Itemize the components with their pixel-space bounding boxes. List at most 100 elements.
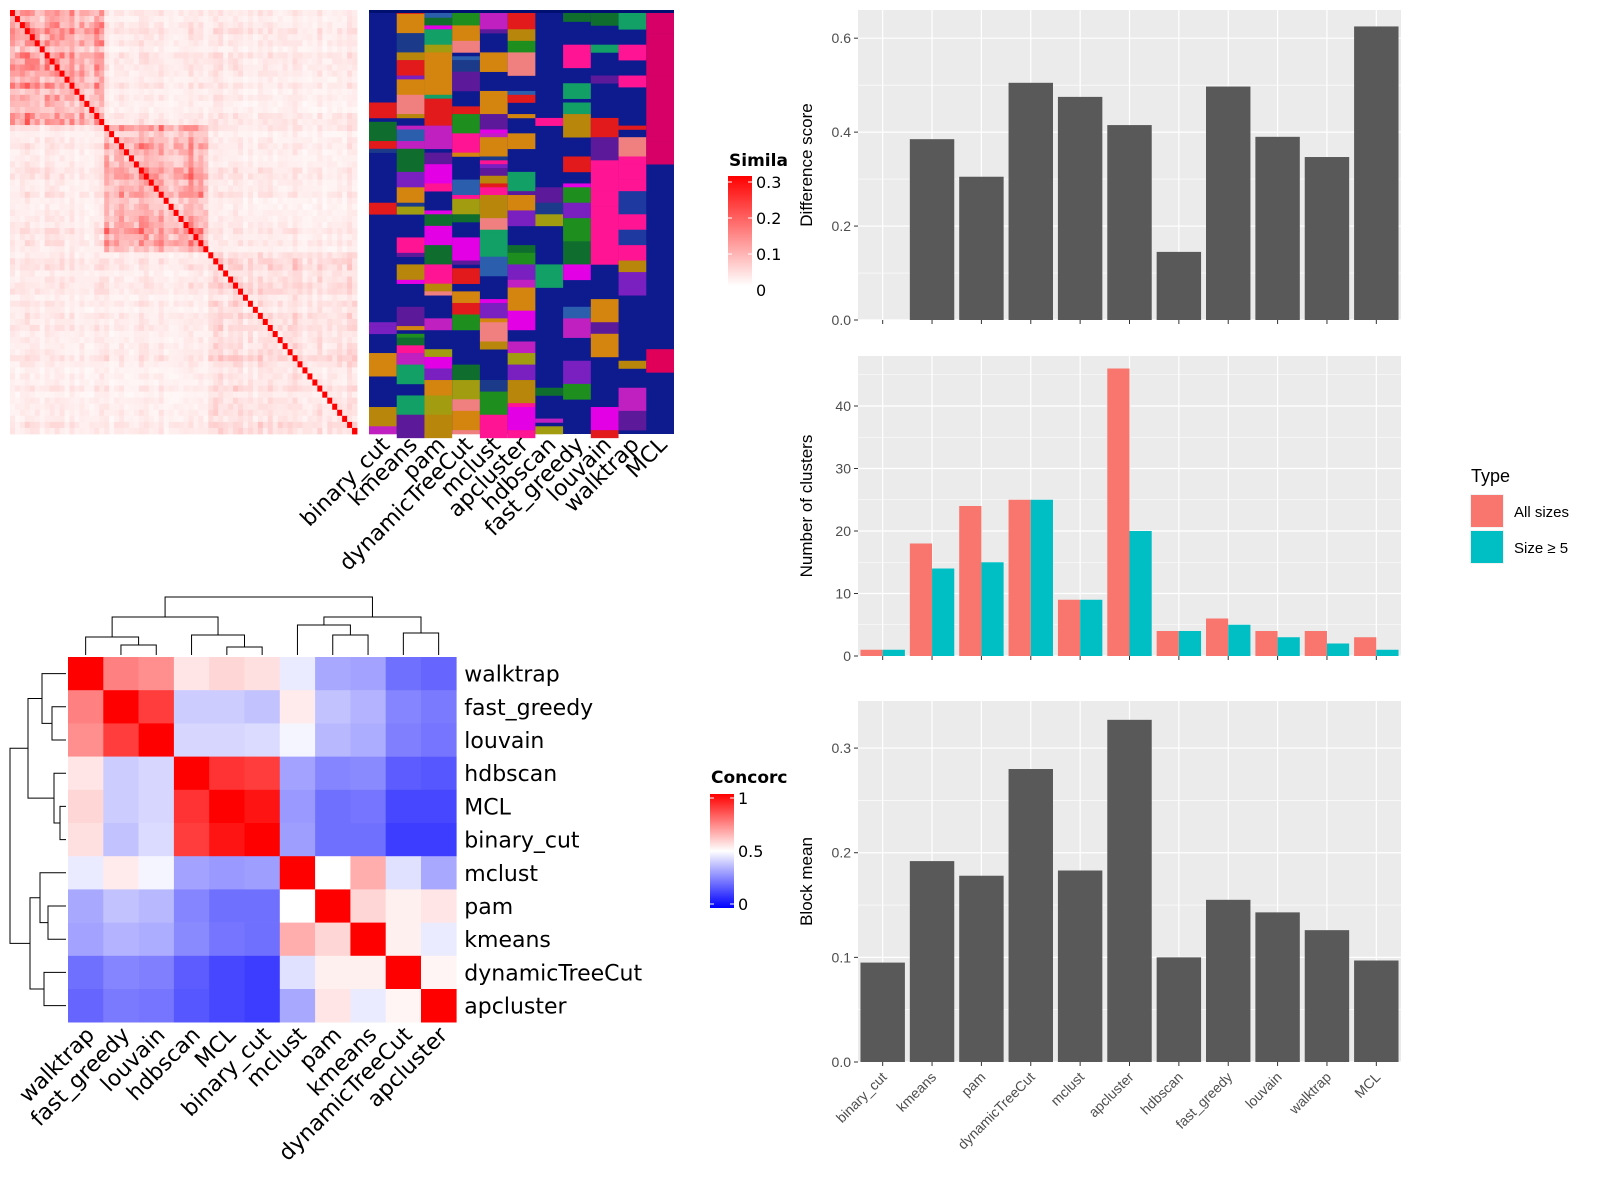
similarity-cell (104, 215, 110, 223)
cluster-cell (452, 314, 480, 331)
similarity-cell (109, 76, 115, 84)
similarity-cell (74, 300, 80, 308)
similarity-cell (54, 46, 60, 53)
similarity-cell (168, 361, 174, 368)
similarity-cell (74, 197, 80, 205)
similarity-cell (34, 324, 41, 332)
similarity-cell (69, 173, 75, 180)
similarity-cell (44, 125, 51, 132)
similarity-cell (104, 58, 110, 65)
similarity-cell (233, 312, 239, 320)
cluster-cell (424, 75, 453, 96)
similarity-cell (119, 209, 125, 217)
similarity-cell (312, 70, 318, 78)
similarity-cell (213, 46, 219, 53)
similarity-cell (44, 222, 51, 229)
cluster-cell (396, 171, 425, 188)
similarity-cell (203, 415, 209, 423)
similarity-cell (168, 228, 174, 235)
similarity-cell (94, 288, 100, 296)
similarity-cell (287, 34, 293, 41)
similarity-cell (148, 203, 155, 211)
similarity-cell (173, 161, 179, 168)
similarity-cell (218, 324, 224, 332)
similarity-cell (193, 10, 199, 17)
similarity-cell (332, 197, 338, 205)
similarity-cell (14, 355, 21, 362)
similarity-cell (10, 161, 16, 168)
similarity-cell (79, 240, 85, 247)
similarity-cell (109, 355, 115, 362)
similarity-cell (238, 70, 244, 78)
similarity-cell (262, 288, 269, 296)
similarity-cell (119, 112, 125, 120)
similarity-cell (49, 258, 56, 265)
similarity-cell (44, 137, 51, 144)
similarity-cell (218, 349, 224, 356)
similarity-cell (29, 421, 36, 429)
similarity-cell (282, 337, 288, 344)
similarity-cell (188, 312, 194, 320)
similarity-cell (352, 270, 358, 277)
similarity-cell (223, 10, 229, 17)
similarity-cell (188, 397, 194, 405)
similarity-cell (69, 209, 75, 217)
similarity-cell (277, 173, 284, 180)
similarity-cell (89, 240, 95, 247)
similarity-cell (119, 312, 125, 320)
similarity-cell (34, 234, 41, 241)
similarity-cell (148, 385, 155, 392)
similarity-cell (317, 379, 323, 386)
similarity-cell (138, 270, 145, 277)
similarity-cell (99, 282, 105, 290)
similarity-cell (262, 137, 269, 144)
similarity-cell (158, 10, 165, 17)
similarity-cell (307, 143, 313, 150)
similarity-cell (247, 119, 254, 126)
similarity-cell (322, 427, 328, 435)
similarity-cell (267, 209, 274, 217)
similarity-cell (54, 373, 60, 380)
similarity-cell (272, 167, 279, 174)
similarity-cell (94, 397, 100, 405)
similarity-cell (282, 318, 288, 326)
similarity-cell (312, 409, 318, 417)
similarity-cell (44, 112, 51, 120)
similarity-cell (109, 379, 115, 386)
similarity-cell (292, 191, 298, 199)
similarity-cell (74, 22, 80, 29)
similarity-cell (193, 149, 199, 156)
similarity-cell (64, 373, 70, 380)
similarity-cell (143, 343, 150, 350)
similarity-cell (74, 312, 80, 320)
similarity-cell (352, 306, 358, 314)
similarity-cell (44, 379, 51, 386)
similarity-cell (168, 258, 174, 265)
similarity-cell (168, 88, 174, 96)
similarity-cell (342, 349, 348, 356)
similarity-cell (228, 282, 234, 290)
similarity-cell (247, 88, 254, 96)
similarity-cell (109, 234, 115, 241)
similarity-cell (128, 240, 135, 247)
similarity-cell (317, 82, 323, 90)
similarity-cell (327, 228, 333, 235)
similarity-cell (327, 173, 333, 180)
similarity-cell (114, 391, 120, 399)
cluster-cell (424, 318, 453, 331)
similarity-cell (79, 282, 85, 290)
similarity-cell (262, 94, 269, 102)
similarity-cell (158, 28, 165, 35)
similarity-cell (84, 82, 90, 90)
similarity-cell (44, 306, 51, 314)
similarity-cell (342, 228, 348, 235)
similarity-cell (69, 119, 75, 126)
cluster-cell (424, 245, 453, 265)
similarity-cell (257, 403, 264, 411)
similarity-cell (228, 161, 234, 168)
similarity-cell (133, 403, 140, 411)
similarity-cell (133, 367, 140, 374)
similarity-cell (158, 415, 165, 423)
similarity-cell (163, 421, 170, 429)
similarity-cell (267, 373, 274, 380)
